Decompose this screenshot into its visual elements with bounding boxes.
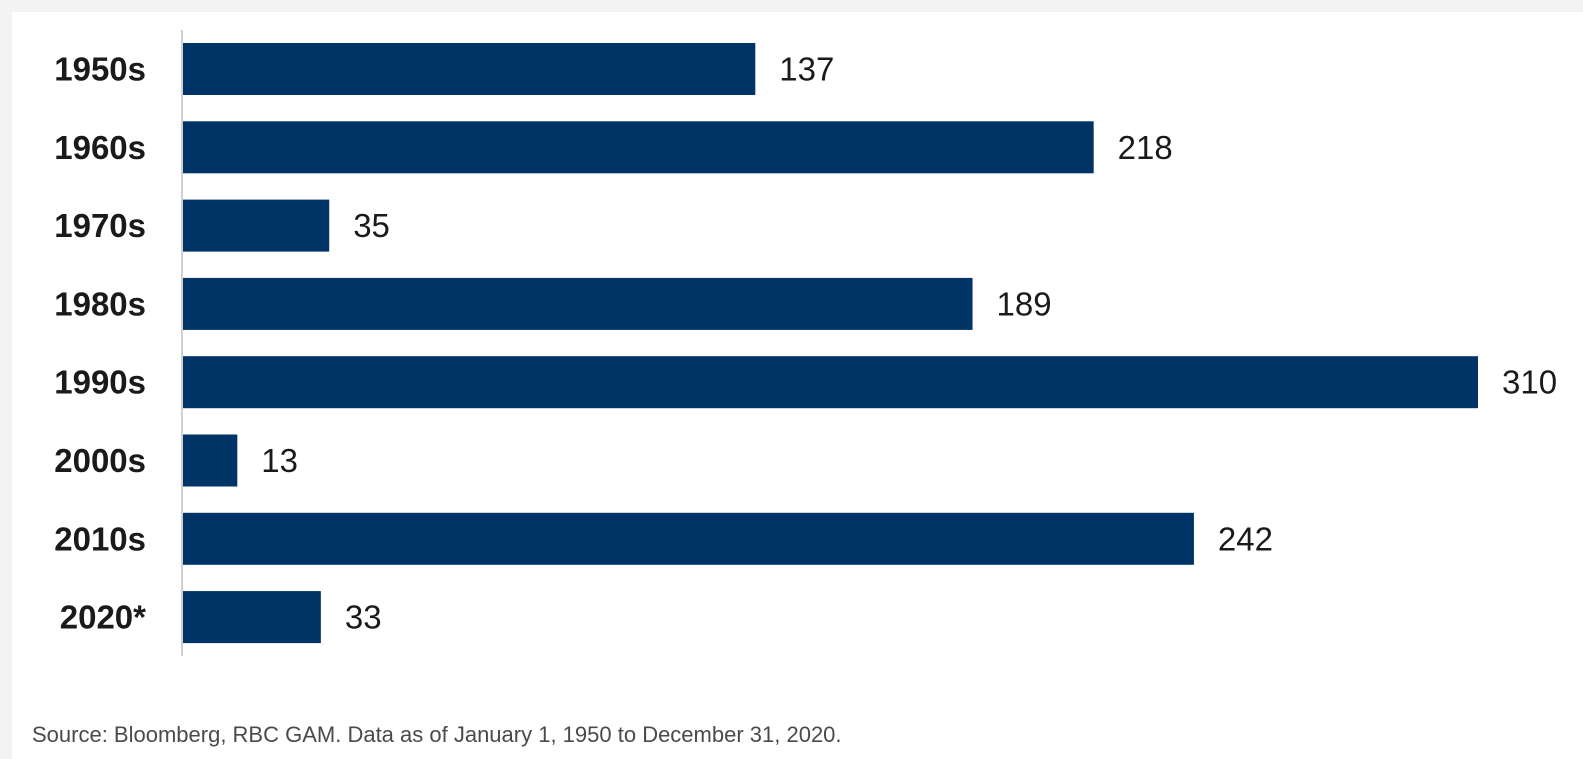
data-label: 137	[779, 51, 834, 88]
data-label: 242	[1218, 520, 1273, 557]
data-label: 33	[345, 599, 382, 636]
category-label: 1950s	[54, 51, 146, 88]
bar-chart: 1950s 137 1960s 218 1970s 35 1980s 189 1990s 310 2…	[54, 30, 1557, 656]
bar-group: 1950s 137 1960s 218 1970s 35 1980s 189 1990s 310 2…	[54, 43, 1557, 644]
category-label: 1990s	[54, 364, 146, 401]
bar	[183, 356, 1478, 409]
data-label: 35	[353, 207, 390, 244]
category-label: 1970s	[54, 207, 146, 244]
data-label: 310	[1502, 364, 1557, 401]
data-label: 189	[997, 285, 1052, 322]
data-label: 13	[261, 442, 298, 479]
bar	[183, 121, 1094, 174]
bar	[183, 43, 756, 95]
bar	[183, 277, 973, 330]
bar	[183, 199, 330, 252]
source-note: Source: Bloomberg, RBC GAM. Data as of J…	[32, 722, 842, 747]
bar	[183, 434, 238, 487]
category-label: 1960s	[54, 129, 146, 166]
data-label: 218	[1118, 129, 1173, 166]
bar	[183, 591, 321, 644]
category-label: 2010s	[54, 520, 146, 557]
category-label: 2020*	[60, 599, 146, 636]
category-label: 2000s	[54, 442, 146, 479]
category-label: 1980s	[54, 285, 146, 322]
bar	[183, 512, 1194, 565]
